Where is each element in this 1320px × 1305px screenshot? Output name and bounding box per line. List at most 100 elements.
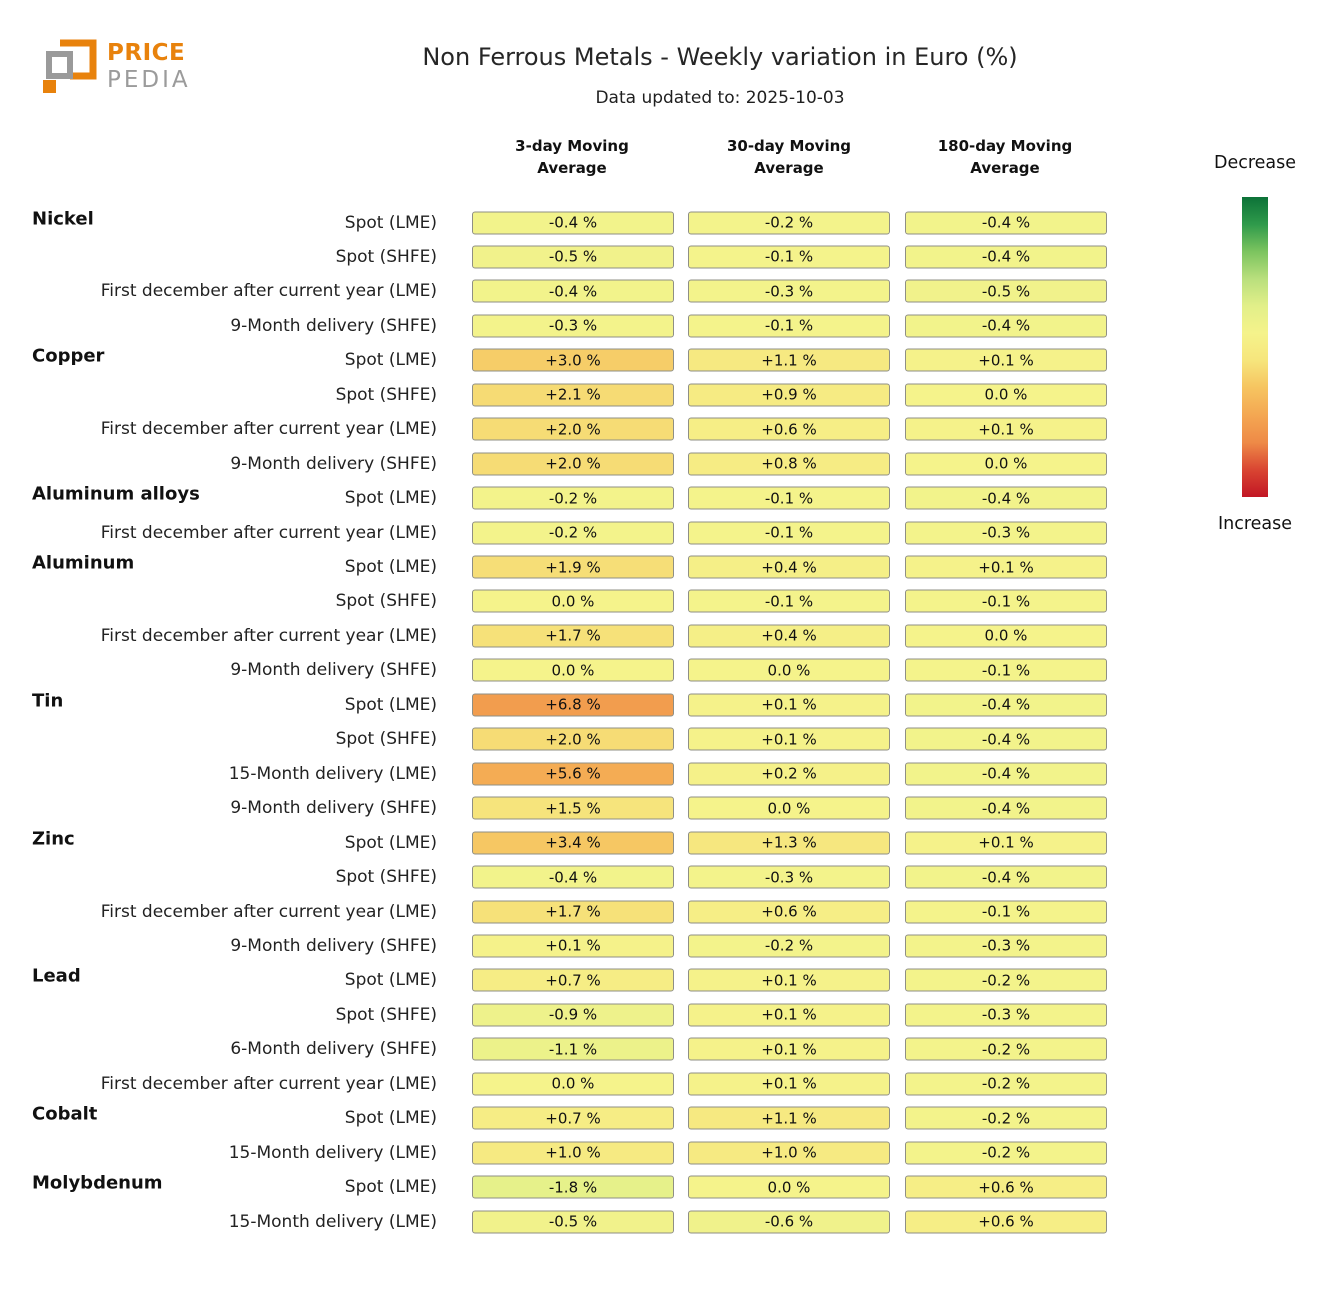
heatmap-cell: +0.1 % <box>472 934 674 958</box>
heatmap-cell: +1.0 % <box>688 1141 890 1165</box>
table-row: First december after current year (LME) -… <box>0 515 1320 550</box>
group-label-nickel: Nickel <box>32 208 94 229</box>
row-label: Spot (LME) <box>344 1177 437 1198</box>
heatmap-cell: -0.1 % <box>905 658 1107 682</box>
heatmap-cell: 0.0 % <box>472 658 674 682</box>
group-label-zinc: Zinc <box>32 828 75 850</box>
heatmap-cell: -0.2 % <box>688 211 890 234</box>
row-label: Spot (LME) <box>344 488 437 509</box>
row-label: First december after current year (LME) <box>100 419 437 440</box>
table-row: 15-Month delivery (LME) +5.6 % +0.2 % -0.4 … <box>0 756 1320 791</box>
group-label-copper: Copper <box>32 345 105 367</box>
table-row: Zinc Spot (LME) +3.4 % +1.3 % +0.1 % <box>0 825 1320 860</box>
row-label: 9-Month delivery (SHFE) <box>230 798 437 819</box>
heatmap-cell: +0.1 % <box>905 831 1107 855</box>
heatmap-cell: -0.3 % <box>905 934 1107 958</box>
heatmap-cell: +0.1 % <box>688 1003 890 1027</box>
heatmap-cell: +2.0 % <box>472 727 674 751</box>
heatmap-cell: +0.2 % <box>688 762 890 786</box>
heatmap-cell: -0.5 % <box>905 279 1107 303</box>
group-label-tin: Tin <box>32 690 64 712</box>
heatmap-cell: -0.4 % <box>905 486 1107 510</box>
group-label-aluminum: Aluminum <box>32 552 135 574</box>
row-label: 6-Month delivery (SHFE) <box>230 1039 437 1060</box>
group-label-aluminum-alloys: Aluminum alloys <box>32 483 200 505</box>
heatmap-cell: -1.1 % <box>472 1037 674 1061</box>
heatmap-cell: +0.6 % <box>905 1175 1107 1199</box>
heatmap-cell: -0.4 % <box>905 211 1107 234</box>
table-row: Spot (SHFE) -0.4 % -0.3 % -0.4 % <box>0 860 1320 895</box>
heatmap-cell: -0.3 % <box>472 314 674 338</box>
heatmap-cell: 0.0 % <box>905 383 1107 407</box>
row-label: Spot (LME) <box>344 1108 437 1129</box>
heatmap-cell: +0.1 % <box>688 693 890 717</box>
heatmap-cell: +1.7 % <box>472 900 674 923</box>
row-label: First december after current year (LME) <box>100 281 437 302</box>
heatmap-cell: +0.9 % <box>688 383 890 407</box>
heatmap-cell: -0.1 % <box>905 589 1107 613</box>
heatmap-cell: -0.1 % <box>905 900 1107 923</box>
heatmap-cell: -0.2 % <box>905 1106 1107 1130</box>
colorbar-gradient <box>1242 197 1268 497</box>
heatmap-cell: -0.4 % <box>905 727 1107 751</box>
row-label: Spot (LME) <box>344 832 437 853</box>
heatmap-cell: -0.6 % <box>688 1210 890 1234</box>
row-label: First december after current year (LME) <box>100 1073 437 1094</box>
heatmap-cell: -0.4 % <box>905 762 1107 786</box>
heatmap-cell: +2.1 % <box>472 383 674 407</box>
heatmap-cell: -0.4 % <box>905 865 1107 889</box>
heatmap-cell: -0.2 % <box>688 934 890 958</box>
table-row: Spot (SHFE) -0.9 % +0.1 % -0.3 % <box>0 997 1320 1032</box>
heatmap-cell: -0.1 % <box>688 245 890 269</box>
table-row: 15-Month delivery (LME) -0.5 % -0.6 % +0.6 … <box>0 1204 1320 1239</box>
heatmap-cell: -0.4 % <box>472 211 674 234</box>
row-label: Spot (LME) <box>344 350 437 371</box>
heatmap-cell: +3.4 % <box>472 831 674 855</box>
column-header-30day: 30-day Moving Average <box>726 137 852 177</box>
table-row: 9-Month delivery (SHFE) +1.5 % 0.0 % -0.4 % <box>0 791 1320 826</box>
logo-price-text: PRICE <box>107 40 186 66</box>
table-row: Aluminum alloys Spot (LME) -0.2 % -0.1 % -0.… <box>0 481 1320 516</box>
heatmap-cell: 0.0 % <box>472 589 674 613</box>
heatmap-cell: -0.5 % <box>472 245 674 269</box>
heatmap-cell: +0.4 % <box>688 555 890 579</box>
legend-decrease-label: Decrease <box>1213 153 1297 173</box>
row-label: First december after current year (LME) <box>100 901 437 922</box>
table-row: Lead Spot (LME) +0.7 % +0.1 % -0.2 % <box>0 963 1320 998</box>
heatmap-cell: +0.1 % <box>688 1037 890 1061</box>
row-label: 9-Month delivery (SHFE) <box>230 660 437 681</box>
heatmap-cell: +0.1 % <box>688 727 890 751</box>
heatmap-cell: +1.5 % <box>472 796 674 820</box>
heatmap-cell: +0.7 % <box>472 1106 674 1130</box>
row-label: First december after current year (LME) <box>100 625 437 646</box>
row-label: Spot (LME) <box>344 694 437 715</box>
pricepedia-logo-text: PRICE PEDIA <box>107 36 191 96</box>
table-row: 9-Month delivery (SHFE) +0.1 % -0.2 % -0.3 … <box>0 928 1320 963</box>
heatmap-cell: -0.3 % <box>688 865 890 889</box>
heatmap-cell: -0.1 % <box>688 314 890 338</box>
row-label: 15-Month delivery (LME) <box>228 1211 437 1232</box>
table-row: 15-Month delivery (LME) +1.0 % +1.0 % -0.2 … <box>0 1135 1320 1170</box>
pricepedia-logo-icon <box>43 39 97 93</box>
table-row: First december after current year (LME) -… <box>0 274 1320 309</box>
heatmap-cell: -0.3 % <box>688 279 890 303</box>
row-label: Spot (LME) <box>344 970 437 991</box>
heatmap-cell: +1.3 % <box>688 831 890 855</box>
row-label: Spot (LME) <box>344 212 437 233</box>
heatmap-cell: -0.1 % <box>688 521 890 545</box>
column-header-3day: 3-day Moving Average <box>515 137 629 177</box>
heatmap-cell: 0.0 % <box>905 452 1107 476</box>
table-row: First december after current year (LME) 0… <box>0 1066 1320 1101</box>
table-row: Spot (SHFE) +2.1 % +0.9 % 0.0 % <box>0 377 1320 412</box>
heatmap-cell: -0.2 % <box>472 521 674 545</box>
heatmap-cell: +3.0 % <box>472 348 674 372</box>
table-row: First december after current year (LME) +… <box>0 412 1320 447</box>
heatmap-cell: +0.6 % <box>688 900 890 923</box>
heatmap-cell: +2.0 % <box>472 417 674 441</box>
group-label-cobalt: Cobalt <box>32 1103 98 1125</box>
group-label-molybdenum: Molybdenum <box>32 1172 163 1194</box>
heatmap-cell: -0.1 % <box>688 589 890 613</box>
heatmap-cell: +0.6 % <box>905 1210 1107 1234</box>
row-label: Spot (SHFE) <box>335 246 437 267</box>
row-label: Spot (SHFE) <box>335 729 437 750</box>
